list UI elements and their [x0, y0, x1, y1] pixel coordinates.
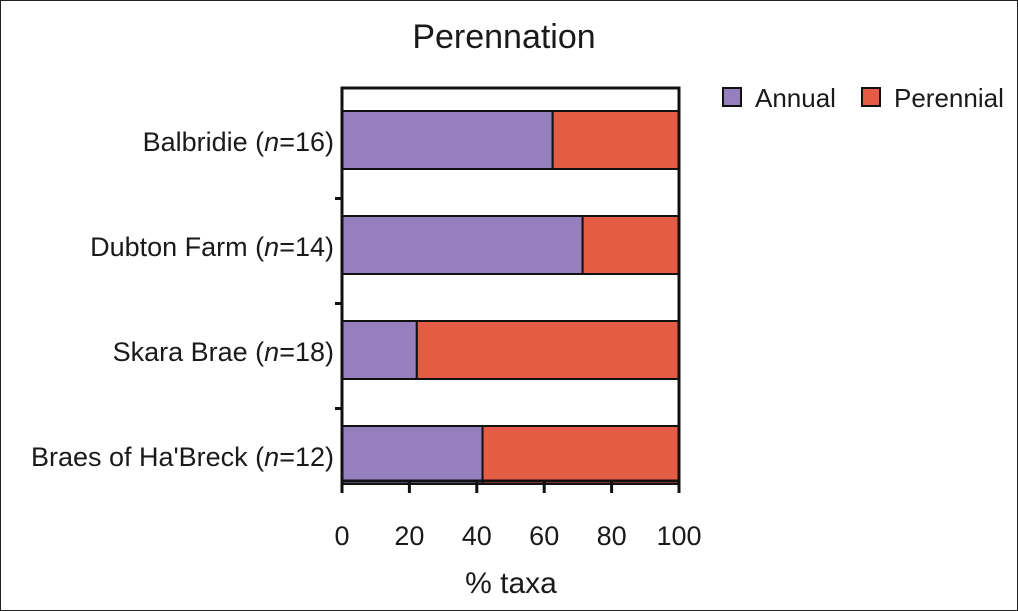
x-tick-label-0: 0 [334, 521, 349, 551]
category-label-4: Braes of Ha'Breck (n=12) [31, 442, 334, 472]
bar-perennial-1 [551, 110, 680, 170]
x-tick-label-40: 40 [462, 521, 492, 551]
bar-perennial-4 [481, 425, 680, 485]
x-axis-label: % taxa [465, 567, 557, 600]
bar-perennial-2 [581, 215, 680, 275]
chart-title: Perennation [412, 18, 595, 56]
category-label-2: Dubton Farm (n=14) [90, 232, 334, 262]
bar-annual-3 [341, 320, 418, 380]
legend: Annual Perennial [722, 83, 1004, 113]
bar-annual-1 [341, 110, 554, 170]
category-label-1: Balbridie (n=16) [143, 127, 334, 157]
bar-annual-4 [341, 425, 484, 485]
x-tick-label-100: 100 [656, 521, 701, 551]
bar-annual-2 [341, 215, 584, 275]
bar-perennial-3 [415, 320, 680, 380]
plot-area: Balbridie (n=16) Dubton Farm (n=14) Skara … [31, 86, 702, 551]
legend-label-perennial: Perennial [894, 83, 1004, 113]
category-label-3: Skara Brae (n=18) [113, 337, 334, 367]
legend-swatch-annual [722, 87, 742, 107]
x-tick-label-80: 80 [597, 521, 627, 551]
legend-swatch-perennial [861, 87, 881, 107]
x-tick-label-60: 60 [529, 521, 559, 551]
legend-label-annual: Annual [755, 83, 836, 113]
x-tick-label-20: 20 [394, 521, 424, 551]
plot-border [340, 86, 681, 483]
